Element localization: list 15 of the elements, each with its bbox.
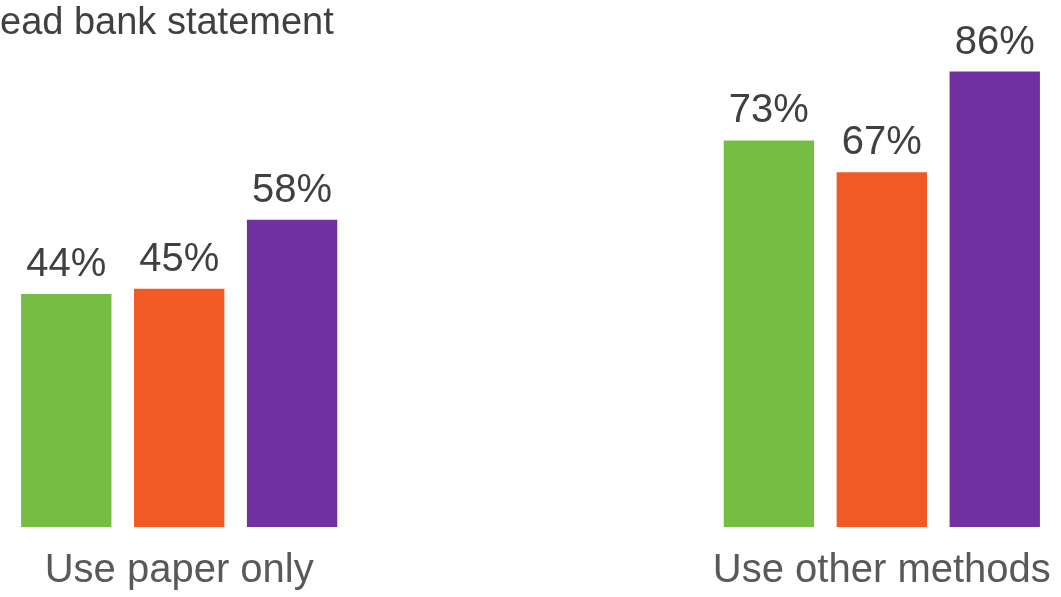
data-label: 45%: [139, 234, 220, 279]
data-label: 86%: [954, 17, 1035, 62]
bar: [949, 71, 1040, 527]
bar: [723, 140, 815, 527]
chart-title: ead bank statement: [0, 0, 335, 42]
data-label: 73%: [728, 86, 809, 131]
bar: [836, 172, 927, 527]
data-label: 67%: [841, 118, 922, 163]
x-tick-label: Use paper only: [44, 545, 314, 590]
data-label: 58%: [252, 165, 333, 210]
bar: [246, 219, 338, 527]
bar: [21, 293, 112, 527]
x-tick-label: Use other methods: [712, 545, 1051, 590]
bar: [134, 288, 225, 527]
data-label: 44%: [26, 239, 107, 284]
